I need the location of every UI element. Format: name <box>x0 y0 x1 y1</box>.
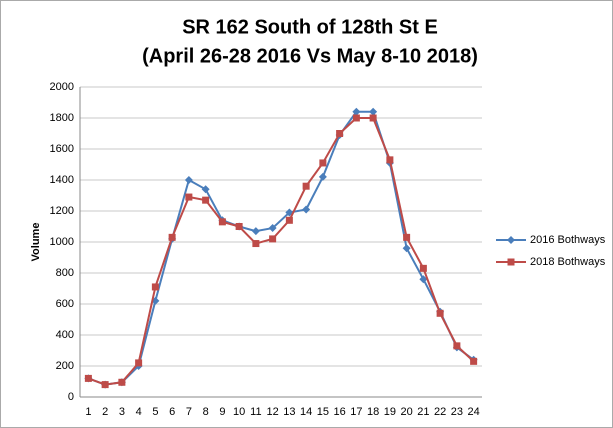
marker <box>251 227 260 236</box>
x-tick-label: 23 <box>451 406 463 418</box>
y-tick-label: 1600 <box>50 143 74 155</box>
marker <box>252 240 260 248</box>
marker <box>235 223 243 230</box>
x-tick-label: 15 <box>317 406 329 418</box>
legend-label: 2018 Bothways <box>530 256 606 268</box>
x-tick-label: 17 <box>350 406 362 418</box>
marker <box>402 244 411 253</box>
series-line <box>88 110 475 386</box>
marker <box>386 156 394 164</box>
y-tick-label: 2000 <box>50 81 74 93</box>
marker <box>168 233 176 241</box>
marker <box>419 264 427 272</box>
x-tick-label: 24 <box>468 406 480 418</box>
marker <box>507 236 515 244</box>
marker <box>336 130 344 137</box>
marker <box>285 216 293 224</box>
x-tick-label: 12 <box>267 406 279 418</box>
marker <box>369 114 377 122</box>
marker <box>453 342 461 350</box>
marker <box>436 309 444 317</box>
marker <box>118 378 126 386</box>
y-tick-label: 1200 <box>50 205 74 217</box>
marker <box>201 185 210 194</box>
x-tick-label: 4 <box>136 406 142 418</box>
marker <box>202 196 210 204</box>
y-tick-label: 1000 <box>50 236 74 248</box>
marker <box>507 258 515 266</box>
marker <box>84 374 92 382</box>
marker <box>318 172 327 181</box>
marker <box>302 205 311 214</box>
y-tick-label: 1800 <box>50 112 74 124</box>
marker <box>135 359 143 367</box>
x-tick-label: 9 <box>219 406 225 418</box>
x-tick-label: 16 <box>334 406 346 418</box>
marker <box>269 235 277 243</box>
x-tick-label: 3 <box>119 406 125 418</box>
marker <box>151 283 159 291</box>
y-axis-label: Volume <box>30 223 42 262</box>
y-tick-label: 400 <box>56 329 74 341</box>
marker <box>470 357 478 365</box>
y-tick-label: 800 <box>56 267 74 279</box>
marker <box>302 182 310 190</box>
marker <box>403 233 411 241</box>
x-tick-label: 14 <box>300 406 312 418</box>
x-tick-label: 10 <box>233 406 245 418</box>
marker <box>218 218 226 226</box>
x-tick-label: 21 <box>417 406 429 418</box>
marker <box>369 107 378 116</box>
x-tick-label: 1 <box>85 406 91 418</box>
legend-label: 2016 Bothways <box>530 234 606 246</box>
y-tick-label: 0 <box>68 391 74 403</box>
x-tick-label: 22 <box>434 406 446 418</box>
chart-subtitle: (April 26-28 2016 Vs May 8-10 2018) <box>142 45 478 67</box>
marker <box>319 159 327 167</box>
marker <box>184 176 193 184</box>
x-tick-label: 2 <box>102 406 108 418</box>
y-tick-label: 1400 <box>50 174 74 186</box>
marker <box>419 275 428 284</box>
x-tick-label: 7 <box>186 406 192 418</box>
x-tick-label: 20 <box>401 406 413 418</box>
x-tick-label: 13 <box>283 406 295 418</box>
x-tick-label: 6 <box>169 406 175 418</box>
marker <box>352 114 360 122</box>
marker <box>101 381 109 389</box>
y-tick-label: 600 <box>56 298 74 310</box>
x-tick-label: 18 <box>367 406 379 418</box>
marker <box>352 107 361 116</box>
x-tick-label: 5 <box>152 406 158 418</box>
x-tick-label: 19 <box>384 406 396 418</box>
x-tick-label: 8 <box>203 406 209 418</box>
marker <box>268 224 277 233</box>
y-tick-label: 200 <box>56 360 74 372</box>
marker <box>185 193 193 201</box>
chart-title: SR 162 South of 128th St E <box>182 16 438 38</box>
series-line <box>88 117 475 386</box>
x-tick-label: 11 <box>250 406 261 418</box>
